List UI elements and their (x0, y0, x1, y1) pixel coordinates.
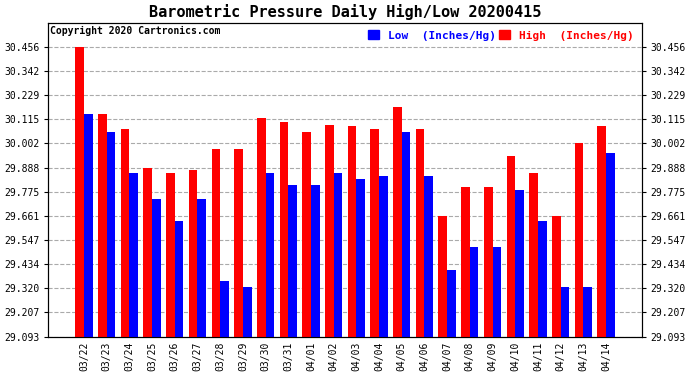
Bar (598, 126, 606, 337)
Bar (439, 216, 447, 337)
Bar (506, 156, 515, 337)
Bar (152, 199, 161, 337)
Bar (538, 221, 546, 337)
Bar (279, 122, 288, 337)
Bar (393, 106, 402, 337)
Bar (75, 47, 84, 337)
Bar (189, 170, 197, 337)
Bar (416, 129, 424, 337)
Bar (166, 173, 175, 337)
Bar (84, 114, 92, 337)
Bar (212, 149, 220, 337)
Bar (334, 173, 342, 337)
Bar (266, 173, 274, 337)
Bar (552, 216, 560, 337)
Legend: Low  (Inches/Hg), High  (Inches/Hg): Low (Inches/Hg), High (Inches/Hg) (366, 28, 636, 43)
Bar (243, 286, 251, 337)
Bar (144, 168, 152, 337)
Bar (560, 286, 569, 337)
Bar (484, 188, 493, 337)
Bar (424, 176, 433, 337)
Bar (493, 247, 501, 337)
Bar (379, 176, 388, 337)
Bar (371, 129, 379, 337)
Bar (470, 247, 478, 337)
Bar (302, 132, 311, 337)
Bar (583, 286, 592, 337)
Bar (447, 270, 455, 337)
Bar (325, 125, 334, 337)
Bar (98, 114, 107, 337)
Title: Barometric Pressure Daily High/Low 20200415: Barometric Pressure Daily High/Low 20200… (149, 4, 541, 20)
Bar (121, 129, 130, 337)
Text: Copyright 2020 Cartronics.com: Copyright 2020 Cartronics.com (50, 26, 220, 36)
Bar (220, 281, 229, 337)
Bar (235, 149, 243, 337)
Bar (402, 132, 411, 337)
Bar (130, 173, 138, 337)
Bar (311, 184, 319, 337)
Bar (197, 199, 206, 337)
Bar (515, 190, 524, 337)
Bar (529, 173, 538, 337)
Bar (606, 153, 615, 337)
Bar (575, 143, 583, 337)
Bar (356, 179, 365, 337)
Bar (257, 118, 266, 337)
Bar (107, 132, 115, 337)
Bar (461, 188, 470, 337)
Bar (175, 221, 184, 337)
Bar (348, 126, 356, 337)
Bar (288, 184, 297, 337)
